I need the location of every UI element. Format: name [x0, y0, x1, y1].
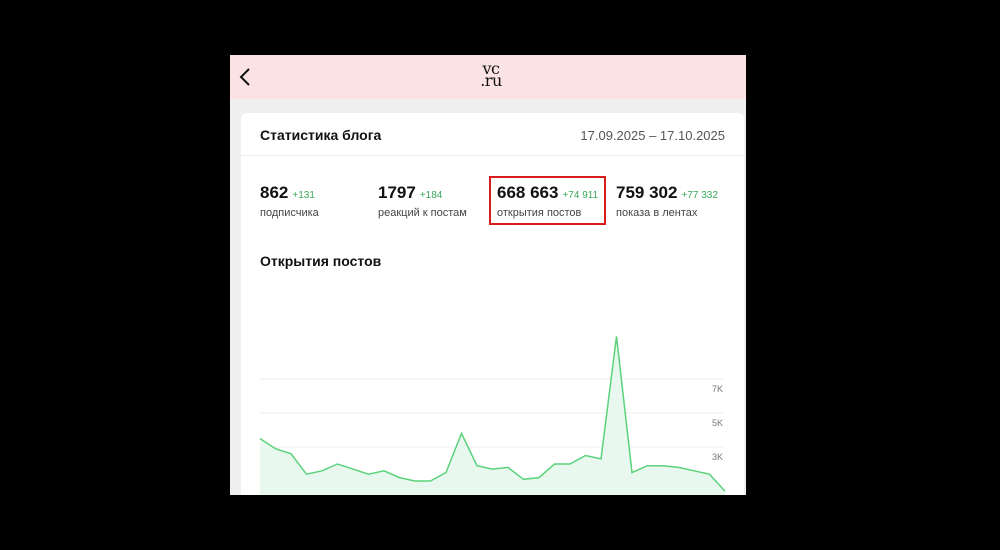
- stat-label: открытия постов: [497, 207, 582, 219]
- stat-subscribers[interactable]: 862 +131 подписчика: [260, 183, 319, 219]
- stat-delta: +184: [419, 190, 443, 201]
- date-range[interactable]: 17.09.2025 – 17.10.2025: [580, 128, 725, 143]
- card-header: Статистика блога 17.09.2025 – 17.10.2025: [241, 113, 744, 156]
- stat-value: 1797: [378, 183, 416, 202]
- chart-title: Открытия постов: [260, 253, 382, 269]
- stat-delta: +131: [292, 190, 315, 201]
- stat-delta: +77 332: [681, 190, 718, 201]
- logo-line-2: .ru: [480, 71, 502, 90]
- stat-label: подписчика: [260, 207, 319, 219]
- stat-value: 759 302: [616, 183, 678, 202]
- y-tick-label: 3K: [712, 452, 723, 462]
- stat-reactions[interactable]: 1797 +184 реакций к постам: [378, 183, 467, 219]
- blog-stats-card: Статистика блога 17.09.2025 – 17.10.2025…: [241, 113, 744, 495]
- app-screen: vc .ru Статистика блога 17.09.2025 – 17.…: [230, 55, 746, 495]
- logo-line-1: vc: [482, 59, 501, 78]
- stat-label: реакций к постам: [378, 207, 467, 219]
- stat-feed-impressions[interactable]: 759 302 +77 332 показа в лентах: [616, 183, 718, 219]
- y-tick-label: 7K: [712, 384, 723, 394]
- y-tick-label: 5K: [712, 418, 723, 428]
- card-title: Статистика блога: [260, 127, 382, 143]
- top-bar: vc .ru: [230, 55, 746, 99]
- highlight-box: [489, 176, 606, 225]
- vc-logo[interactable]: vc .ru: [476, 59, 506, 93]
- back-button[interactable]: [234, 64, 256, 90]
- stat-label: показа в лентах: [616, 207, 698, 219]
- stat-value: 862: [260, 183, 289, 202]
- stat-value: 668 663: [497, 183, 559, 202]
- series-area: [260, 336, 725, 495]
- series-line[interactable]: [259, 336, 726, 492]
- stat-post-opens[interactable]: 668 663 +74 911 открытия постов: [497, 183, 598, 219]
- post-opens-chart: 3K 5K 7K 17 сент 21 сент 26 сент 30 сент 4 окт 8…: [241, 328, 744, 495]
- stat-delta: +74 911: [562, 190, 599, 201]
- chevron-left-icon: [239, 68, 250, 86]
